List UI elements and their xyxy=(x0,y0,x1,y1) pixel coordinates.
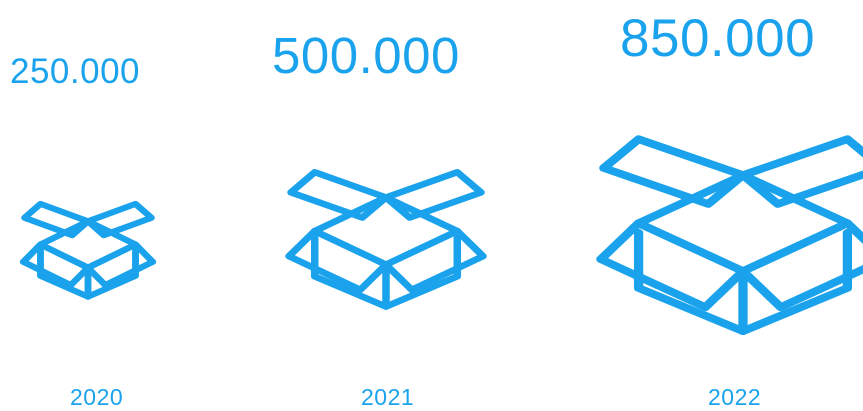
value-2020: 250.000 xyxy=(10,52,141,91)
value-2021: 500.000 xyxy=(272,27,460,84)
value-2022: 850.000 xyxy=(620,9,816,68)
year-2020: 2020 xyxy=(70,384,124,410)
year-2022: 2022 xyxy=(708,384,762,410)
open-box-icon xyxy=(19,183,157,300)
open-box-icon xyxy=(596,96,863,336)
year-2021: 2021 xyxy=(361,384,415,410)
open-box-icon xyxy=(285,142,487,310)
